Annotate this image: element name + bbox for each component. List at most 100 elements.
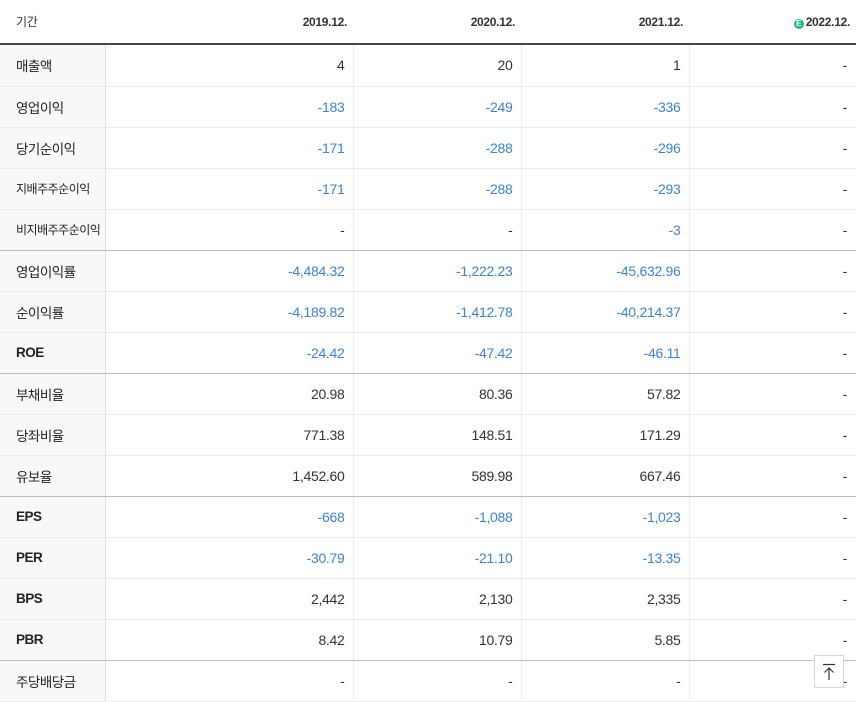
row-label: 영업이익 <box>0 86 106 128</box>
row-value: 10.79 <box>353 619 522 661</box>
row-value: - <box>689 44 856 87</box>
row-value: - <box>105 209 354 251</box>
row-value: 771.38 <box>105 414 354 456</box>
row-value: - <box>689 578 856 620</box>
period-2022-estimate: E 2022.12. <box>689 0 856 45</box>
row-value: 2,130 <box>353 578 522 620</box>
row-value: 171.29 <box>521 414 690 456</box>
row-value: -183 <box>105 86 354 128</box>
row-value: -293 <box>521 168 690 210</box>
row-value: 1,452.60 <box>105 455 354 497</box>
period-2021: 2021.12. <box>521 0 689 45</box>
table-row: 당좌비율 771.38 148.51 171.29- <box>0 414 856 456</box>
row-value: - <box>689 250 856 292</box>
table-row: 순이익률 -4,189.82 -1,412.78 -40,214.37- <box>0 291 856 333</box>
row-label: EPS <box>0 496 106 538</box>
row-value: -288 <box>353 127 522 169</box>
row-value: 80.36 <box>353 373 522 415</box>
period-header-row: 기간 2019.12. 2020.12. 2021.12. E 2022.12. <box>0 0 856 45</box>
row-label: PBR <box>0 619 106 661</box>
row-value: -4,484.32 <box>105 250 354 292</box>
period-2019: 2019.12. <box>105 0 353 45</box>
row-value: -249 <box>353 86 522 128</box>
table-row: PER -30.79 -21.10 -13.35- <box>0 537 856 579</box>
row-value: - <box>689 496 856 538</box>
table-row: 부채비율 20.98 80.36 57.82- <box>0 373 856 415</box>
row-value: - <box>353 209 522 251</box>
row-label: 매출액 <box>0 44 106 87</box>
row-value: - <box>689 455 856 497</box>
row-label: 순이익률 <box>0 291 106 333</box>
row-value: -171 <box>105 127 354 169</box>
row-value: -336 <box>521 86 690 128</box>
period-2020: 2020.12. <box>353 0 521 45</box>
table-row: PBR 8.42 10.79 5.85- <box>0 619 856 661</box>
table-row: 매출액 4 20 1- <box>0 44 856 87</box>
table-row: EPS -668 -1,088 -1,023- <box>0 496 856 538</box>
row-value: - <box>689 127 856 169</box>
table-row: 유보율 1,452.60 589.98 667.46- <box>0 455 856 497</box>
row-value: 589.98 <box>353 455 522 497</box>
row-label: 비지배주주순이익 <box>0 209 106 251</box>
row-value: -1,412.78 <box>353 291 522 333</box>
table-row: 지배주주순이익 -171 -288 -293- <box>0 168 856 210</box>
table-row: ROE -24.42 -47.42 -46.11- <box>0 332 856 374</box>
row-value: -3 <box>521 209 690 251</box>
period-2022-label: 2022.12. <box>805 14 851 29</box>
row-label: 당좌비율 <box>0 414 106 456</box>
row-label: 부채비율 <box>0 373 106 415</box>
row-value: -46.11 <box>521 332 690 374</box>
table-row: BPS 2,442 2,130 2,335- <box>0 578 856 620</box>
row-value: -171 <box>105 168 354 210</box>
row-value: 20 <box>353 44 522 87</box>
table-row: 주당배당금 - - - - <box>0 660 856 702</box>
row-value: -30.79 <box>105 537 354 579</box>
row-label: BPS <box>0 578 106 620</box>
row-value: -13.35 <box>521 537 690 579</box>
row-value: - <box>689 537 856 579</box>
row-value: 2,442 <box>105 578 354 620</box>
row-value: - <box>105 660 354 702</box>
row-label: 유보율 <box>0 455 106 497</box>
row-value: 4 <box>105 44 354 87</box>
row-value: 20.98 <box>105 373 354 415</box>
arrow-up-to-line-icon <box>823 663 835 680</box>
row-value: -296 <box>521 127 690 169</box>
row-value: -40,214.37 <box>521 291 690 333</box>
row-label: PER <box>0 537 106 579</box>
row-value: 8.42 <box>105 619 354 661</box>
row-value: - <box>689 209 856 251</box>
row-value: 667.46 <box>521 455 690 497</box>
row-value: -1,023 <box>521 496 690 538</box>
row-value: -47.42 <box>353 332 522 374</box>
row-value: -288 <box>353 168 522 210</box>
row-label: 지배주주순이익 <box>0 168 106 210</box>
row-value: - <box>689 86 856 128</box>
row-value: -1,088 <box>353 496 522 538</box>
row-value: -1,222.23 <box>353 250 522 292</box>
estimate-icon: E <box>793 18 804 29</box>
period-header-label: 기간 <box>0 0 105 45</box>
row-value: -4,189.82 <box>105 291 354 333</box>
row-value: - <box>689 373 856 415</box>
row-value: - <box>689 168 856 210</box>
row-value: -21.10 <box>353 537 522 579</box>
row-value: 57.82 <box>521 373 690 415</box>
row-value: 148.51 <box>353 414 522 456</box>
row-value: - <box>689 291 856 333</box>
row-label: ROE <box>0 332 106 374</box>
table-row: 당기순이익 -171 -288 -296- <box>0 127 856 169</box>
table-row: 비지배주주순이익 - - -3- <box>0 209 856 251</box>
row-value: 2,335 <box>521 578 690 620</box>
row-value: - <box>521 660 690 702</box>
row-label: 당기순이익 <box>0 127 106 169</box>
scroll-top-button[interactable] <box>814 655 844 688</box>
table-row: 영업이익률 -4,484.32 -1,222.23 -45,632.96- <box>0 250 856 292</box>
row-value: - <box>689 619 856 661</box>
row-label: 영업이익률 <box>0 250 106 292</box>
row-value: - <box>353 660 522 702</box>
row-value: 5.85 <box>521 619 690 661</box>
row-label: 주당배당금 <box>0 660 106 702</box>
row-value: - <box>689 332 856 374</box>
